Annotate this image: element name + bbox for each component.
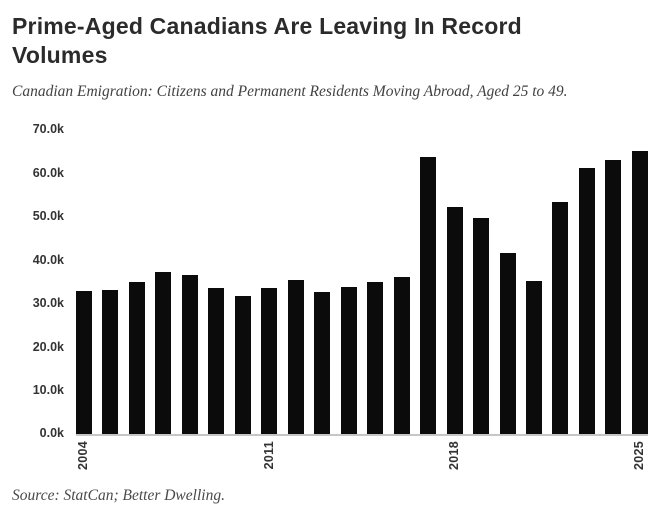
bar-2017 [420, 156, 437, 434]
x-slot [288, 441, 304, 477]
bar-2018 [446, 206, 463, 434]
bar-2010 [234, 296, 251, 434]
bar-2014 [340, 287, 357, 434]
x-slot [235, 441, 251, 477]
x-slot [605, 441, 621, 477]
y-axis: 0.0k 10.0k 20.0k 30.0k 40.0k 50.0k 60.0k 70.0k [12, 122, 64, 440]
x-slot [208, 441, 224, 477]
x-tick-label: 2004 [76, 440, 91, 470]
bar-2013 [314, 291, 331, 434]
x-slot [155, 441, 171, 477]
bar-2015 [367, 281, 384, 434]
bar-2012 [287, 280, 304, 434]
x-slot [394, 441, 410, 477]
bar-chart: 0.0k 10.0k 20.0k 30.0k 40.0k 50.0k 60.0k 70.0k … [12, 122, 648, 477]
x-tick-label: 2018 [447, 440, 461, 470]
y-tick-label: 40.0k [32, 252, 64, 267]
bar-2006 [128, 282, 145, 434]
bar-2024 [605, 160, 622, 434]
y-tick-label: 50.0k [32, 209, 64, 224]
x-slot: 2025 [632, 441, 648, 477]
plot-area [76, 130, 648, 436]
x-tick-label: 2011 [261, 440, 276, 470]
x-tick-label: 2025 [632, 440, 647, 470]
x-slot: 2004 [76, 441, 92, 477]
bar-2011 [261, 287, 278, 434]
source-note: Source: StatCan; Better Dwelling. [12, 486, 225, 504]
x-slot [473, 441, 489, 477]
bar-2023 [578, 168, 595, 434]
x-slot [182, 441, 198, 477]
bar-2004 [76, 290, 92, 434]
bar-2007 [155, 271, 172, 434]
x-slot [579, 441, 595, 477]
x-slot: 2011 [261, 441, 277, 477]
x-slot [526, 441, 542, 477]
bar-2016 [393, 277, 410, 434]
bar-2019 [473, 218, 490, 434]
page: Prime-Aged Canadians Are Leaving In Reco… [12, 13, 648, 504]
x-slot [102, 441, 118, 477]
plot-column: 2004 2011 2018 2025 [76, 130, 648, 477]
bar-2025 [631, 151, 648, 434]
bar-2020 [499, 253, 516, 434]
y-tick-label: 0.0k [39, 426, 64, 441]
bar-2021 [525, 281, 542, 434]
y-tick-label: 70.0k [32, 122, 64, 137]
x-axis: 2004 2011 2018 2025 [76, 441, 648, 477]
x-slot [420, 441, 436, 477]
bar-2008 [181, 275, 198, 434]
bar-2022 [552, 202, 569, 434]
x-slot [500, 441, 516, 477]
y-tick-label: 20.0k [32, 339, 64, 354]
y-tick-label: 10.0k [32, 383, 64, 397]
x-slot [552, 441, 568, 477]
x-slot [129, 441, 145, 477]
bar-2009 [208, 288, 225, 434]
y-tick-label: 30.0k [32, 296, 64, 311]
y-tick-label: 60.0k [32, 165, 64, 180]
x-slot [367, 441, 383, 477]
bar-2005 [102, 290, 119, 434]
chart-subtitle: Canadian Emigration: Citizens and Perman… [12, 82, 568, 100]
x-slot [341, 441, 357, 477]
chart-title: Prime-Aged Canadians Are Leaving In Reco… [12, 13, 522, 68]
x-slot [314, 441, 330, 477]
x-slot: 2018 [447, 441, 463, 477]
